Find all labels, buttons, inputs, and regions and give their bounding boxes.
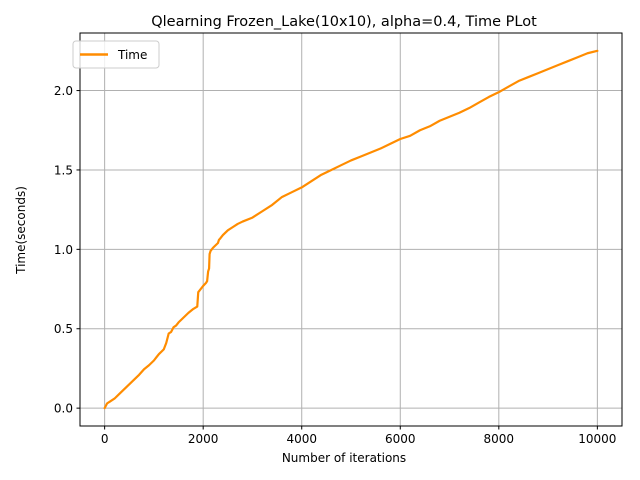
ticks: 0 2000 4000 6000 8000 10000 0.0 0.5 1.0 1.5 2.0 <box>54 84 617 446</box>
y-tick-label: 0.5 <box>54 322 73 336</box>
y-axis-label: Time(seconds) <box>14 186 28 275</box>
x-tick-label: 2000 <box>188 432 219 446</box>
x-tick-label: 8000 <box>484 432 515 446</box>
legend: Time <box>72 40 160 69</box>
x-tick-label: 6000 <box>385 432 416 446</box>
grid <box>80 33 622 426</box>
y-tick-label: 1.5 <box>54 163 73 177</box>
plot-frame <box>79 32 623 427</box>
x-tick-label: 0 <box>101 432 109 446</box>
y-tick-label: 2.0 <box>54 84 73 98</box>
y-tick-label: 0.0 <box>54 402 73 416</box>
y-tick-label: 1.0 <box>54 243 73 257</box>
chart-title: Qlearning Frozen_Lake(10x10), alpha=0.4,… <box>151 14 537 30</box>
x-tick-label: 10000 <box>578 432 616 446</box>
legend-box <box>72 40 160 69</box>
legend-label: Time <box>117 48 147 62</box>
series-line-time <box>103 49 599 410</box>
x-axis-label: Number of iterations <box>282 451 406 465</box>
series-layer <box>103 49 599 410</box>
x-tick-label: 4000 <box>286 432 317 446</box>
